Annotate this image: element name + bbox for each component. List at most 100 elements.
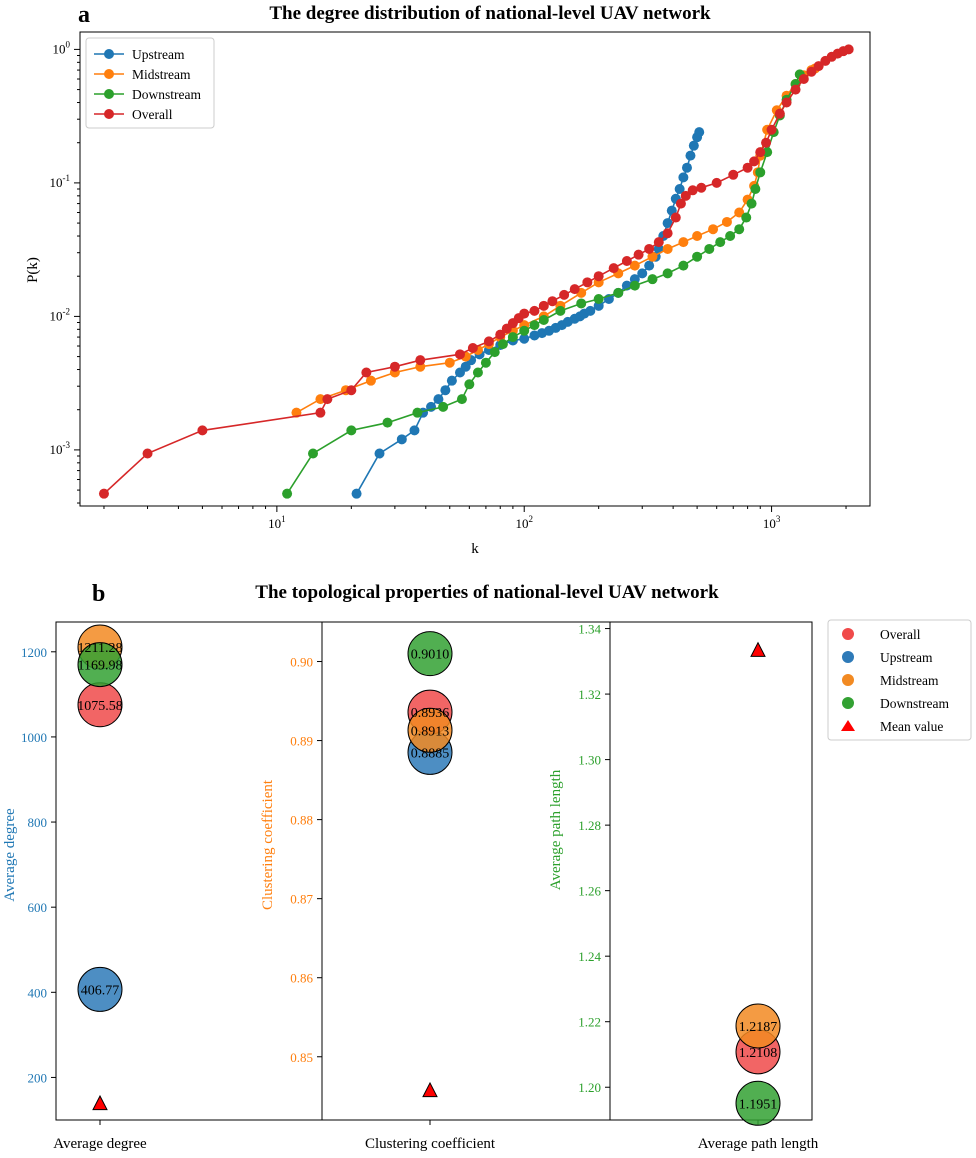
data-point-midstream: [662, 243, 673, 254]
bubble-label-midstream: 1211.28: [78, 641, 123, 656]
data-point-downstream: [647, 274, 658, 285]
chart-b-ylabel-0: Average degree: [2, 808, 18, 902]
chart-b-category-label-0: Average degree: [53, 1136, 147, 1152]
chart-b-ylabel-2: Average path length: [548, 769, 564, 890]
y-tick-label: 1.34: [578, 622, 601, 637]
data-point-downstream: [507, 332, 518, 343]
data-point-midstream: [721, 216, 732, 227]
y-tick-label: 200: [28, 1070, 48, 1085]
bubble-label-upstream: 0.8885: [411, 746, 450, 761]
bubble-label-upstream: 406.77: [81, 983, 120, 998]
y-tick-label: 0.88: [290, 813, 313, 828]
data-point-overall: [415, 355, 426, 366]
legend-label: Upstream: [880, 650, 933, 665]
legend-label: Midstream: [132, 67, 191, 82]
data-point-upstream: [396, 434, 407, 445]
data-point-overall: [790, 84, 801, 95]
legend-marker: [842, 651, 854, 663]
data-point-overall: [582, 277, 593, 288]
data-point-upstream: [440, 385, 451, 396]
data-point-overall: [798, 74, 809, 85]
data-point-overall: [538, 300, 549, 311]
data-point-overall: [197, 425, 208, 436]
data-point-upstream: [446, 375, 457, 386]
y-tick-label: 1.24: [578, 949, 601, 964]
data-point-overall: [644, 243, 655, 254]
panel-label-a: a: [78, 2, 90, 28]
data-point-overall: [322, 394, 333, 405]
mean-value-marker: [422, 1081, 438, 1098]
data-point-downstream: [755, 167, 766, 178]
data-point-downstream: [613, 287, 624, 298]
data-point-overall: [696, 182, 707, 193]
y-tick-label: 100: [53, 39, 71, 56]
data-point-overall: [670, 212, 681, 223]
data-point-midstream: [678, 237, 689, 248]
data-point-downstream: [762, 147, 773, 158]
data-point-upstream: [662, 218, 673, 229]
data-point-downstream: [704, 243, 715, 254]
data-point-overall: [454, 349, 465, 360]
chart-a-xlabel: k: [471, 541, 479, 557]
bubble-label-midstream: 0.8913: [411, 724, 450, 739]
series-line-downstream: [286, 74, 801, 495]
data-point-downstream: [472, 367, 483, 378]
data-point-downstream: [576, 298, 587, 309]
chart-a-title: The degree distribution of national-leve…: [269, 3, 711, 24]
bubble-downstream: [735, 1080, 781, 1126]
data-point-midstream: [734, 207, 745, 218]
y-tick-label: 0.85: [290, 1050, 313, 1065]
chart-b-legend: Overall Upstream Midstream Downstream Mean v…: [827, 619, 972, 741]
series-line-midstream: [296, 67, 816, 414]
chart-b-frames: [55, 621, 813, 1121]
data-point-downstream: [480, 357, 491, 368]
y-tick-label: 800: [28, 815, 48, 830]
data-point-downstream: [678, 260, 689, 271]
y-tick-label: 0.89: [290, 734, 313, 749]
legend-marker: [104, 69, 114, 79]
data-point-upstream: [694, 127, 705, 138]
data-point-overall: [806, 66, 817, 77]
data-point-downstream: [750, 184, 761, 195]
data-point-downstream: [438, 401, 449, 412]
data-point-midstream: [647, 251, 658, 262]
data-point-upstream: [644, 260, 655, 271]
y-tick-label: 0.86: [290, 971, 313, 986]
data-point-downstream: [346, 425, 357, 436]
y-tick-label: 0.87: [290, 892, 313, 907]
data-point-overall: [593, 271, 604, 282]
data-point-overall: [711, 177, 722, 188]
data-point-overall: [547, 296, 558, 307]
legend-marker: [104, 89, 114, 99]
data-point-overall: [529, 305, 540, 316]
chart-b-category-label-1: Clustering coefficient: [365, 1136, 496, 1152]
data-point-midstream: [692, 231, 703, 242]
data-point-overall: [633, 249, 644, 260]
data-point-overall: [774, 108, 785, 119]
y-tick-label: 1.20: [578, 1080, 601, 1095]
data-point-downstream: [715, 237, 726, 248]
series-downstream: [282, 69, 805, 499]
data-point-midstream: [629, 260, 640, 271]
data-point-downstream: [734, 224, 745, 235]
data-point-downstream: [519, 325, 530, 336]
bubble-midstream: [407, 707, 453, 753]
data-point-downstream: [593, 294, 604, 305]
chart-b-marks: 406.77 1075.58 1211.28 1169.98 0.8885 0.8936 0…: [77, 624, 781, 1126]
legend-label: Downstream: [880, 696, 949, 711]
y-tick-label: 600: [28, 900, 48, 915]
data-point-upstream: [674, 184, 685, 195]
data-point-downstream: [692, 251, 703, 262]
data-point-overall: [761, 137, 772, 148]
chart-b-category-label-2: Average path length: [698, 1136, 819, 1152]
data-point-overall: [766, 124, 777, 135]
legend-marker: [842, 674, 854, 686]
bubble-label-downstream: 0.9010: [411, 648, 450, 663]
mean-value-marker: [92, 1094, 108, 1111]
data-point-upstream: [519, 333, 530, 344]
data-point-overall: [361, 367, 372, 378]
data-point-overall: [608, 263, 619, 274]
legend-marker: [841, 720, 855, 731]
bubble-label-overall: 1.2108: [739, 1046, 778, 1061]
